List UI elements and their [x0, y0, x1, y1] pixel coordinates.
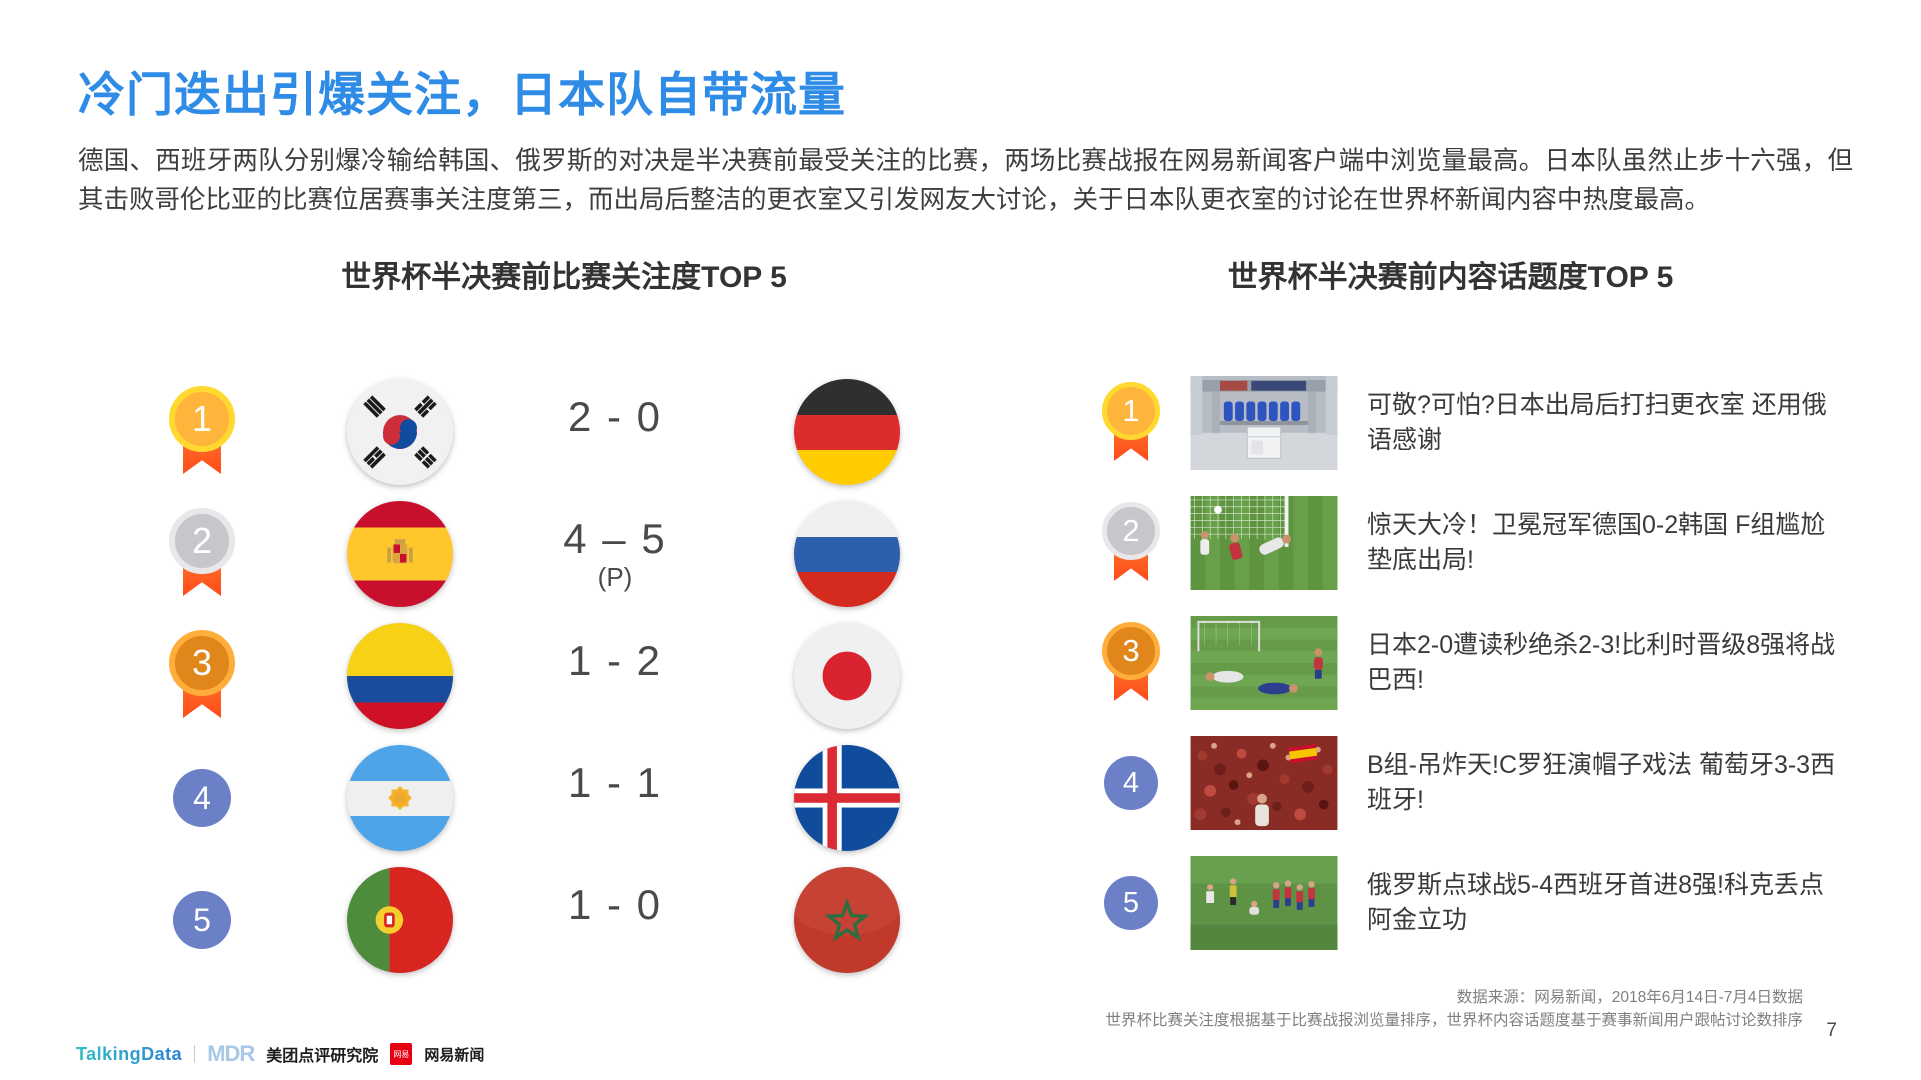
page-title: 冷门迭出引爆关注，日本队自带流量 — [78, 68, 846, 121]
match-score: 2 - 0 — [567, 393, 663, 440]
match-score: 4 – 5 (P) — [563, 515, 667, 593]
page-number: 7 — [1826, 1020, 1837, 1041]
match-attention-panel: 世界杯半决赛前比赛关注度TOP 5 1 — [80, 252, 940, 976]
flag-spain-icon — [347, 501, 453, 607]
netease-logo-icon: 网易 — [390, 1043, 413, 1065]
flag-morocco-icon — [794, 867, 900, 973]
footer-logos: TalkingData MDR 美团点评研究院 网易 网易新闻 — [76, 1040, 484, 1068]
content-topic-panel: 世界杯半决赛前内容话题度TOP 5 1 — [1075, 252, 1870, 950]
news-item-2: 2 — [1075, 496, 1870, 590]
match-score: 1 - 0 — [567, 881, 663, 928]
news-item-3: 3 — [1075, 616, 1870, 710]
flag-japan-icon — [794, 623, 900, 729]
flag-colombia-icon — [347, 623, 453, 729]
rank-5-badge: 5 — [173, 891, 231, 949]
silver-medal-icon: 2 — [167, 508, 237, 600]
news-thumbnail-portugal-spain-fans — [1190, 736, 1338, 830]
flag-russia-icon — [794, 501, 900, 607]
logo-divider — [194, 1045, 196, 1063]
news-rows: 1 — [1075, 376, 1870, 950]
source-line-1: 数据来源：网易新闻，2018年6月14日-7月4日数据 — [1456, 989, 1803, 1006]
rank-number: 3 — [1122, 633, 1140, 668]
rank-number: 3 — [191, 642, 213, 683]
news-headline: 可敬?可怕?日本出局后打扫更衣室 还用俄语感谢 — [1367, 391, 1827, 454]
intro-paragraph: 德国、西班牙两队分别爆冷输给韩国、俄罗斯的对决是半决赛前最受关注的比赛，两场比赛… — [78, 147, 1853, 214]
match-score: 1 - 1 — [567, 759, 663, 806]
netease-news-label: 网易新闻 — [424, 1046, 485, 1064]
news-thumbnail-japan-belgium — [1190, 616, 1338, 710]
meituan-research-label: 美团点评研究院 — [266, 1048, 379, 1065]
rank-4-badge: 4 — [1104, 756, 1158, 810]
rank-4-badge: 4 — [173, 769, 231, 827]
news-thumbnail-locker-room — [1190, 376, 1338, 470]
match-rows: 1 — [80, 376, 940, 976]
rank-5-badge: 5 — [1104, 876, 1158, 930]
mdr-logo: MDR — [207, 1041, 255, 1066]
silver-medal-icon: 2 — [1100, 502, 1162, 584]
news-headline: 日本2-0遭读秒绝杀2-3!比利时晋级8强将战巴西! — [1367, 631, 1836, 694]
gold-medal-icon: 1 — [1100, 382, 1162, 464]
match-row-5: 5 1 - 0 — [80, 864, 940, 976]
rank-number: 2 — [191, 520, 213, 561]
flag-portugal-icon — [347, 867, 453, 973]
match-attention-title: 世界杯半决赛前比赛关注度TOP 5 — [341, 261, 787, 294]
match-row-1: 1 — [80, 376, 940, 488]
flag-south-korea-icon — [347, 379, 453, 485]
content-topic-title: 世界杯半决赛前内容话题度TOP 5 — [1227, 261, 1674, 294]
flag-iceland-icon — [794, 745, 900, 851]
rank-number: 2 — [1122, 513, 1140, 548]
flag-germany-icon — [794, 379, 900, 485]
source-line-2: 世界杯比赛关注度根据基于比赛战报浏览量排序，世界杯内容话题度基于赛事新闻用户跟帖… — [1105, 1012, 1803, 1029]
news-thumbnail-russia-spain-penalties — [1190, 856, 1338, 950]
match-score: 1 - 2 — [567, 637, 663, 684]
news-item-4: 4 — [1075, 736, 1870, 830]
news-headline: 惊天大冷！卫冕冠军德国0-2韩国 F组尴尬垫底出局! — [1367, 511, 1826, 574]
bronze-medal-icon: 3 — [167, 630, 237, 722]
gold-medal-icon: 1 — [167, 386, 237, 478]
match-row-2: 2 — [80, 498, 940, 610]
match-row-4: 4 1 - 1 — [80, 742, 940, 854]
flag-argentina-icon — [347, 745, 453, 851]
rank-number: 1 — [1122, 393, 1140, 428]
bronze-medal-icon: 3 — [1100, 622, 1162, 704]
news-headline: 俄罗斯点球战5-4西班牙首进8强!科克丢点阿金立功 — [1367, 871, 1824, 934]
news-headline: B组-吊炸天!C罗狂演帽子戏法 葡萄牙3-3西班牙! — [1367, 751, 1836, 814]
news-item-5: 5 — [1075, 856, 1870, 950]
talkingdata-logo: TalkingData — [76, 1043, 183, 1064]
match-row-3: 3 1 - 2 — [80, 620, 940, 732]
news-item-1: 1 — [1075, 376, 1870, 470]
rank-number: 1 — [191, 398, 213, 439]
news-thumbnail-germany-korea — [1190, 496, 1338, 590]
data-source-note: 数据来源：网易新闻，2018年6月14日-7月4日数据 世界杯比赛关注度根据基于… — [1105, 986, 1803, 1032]
